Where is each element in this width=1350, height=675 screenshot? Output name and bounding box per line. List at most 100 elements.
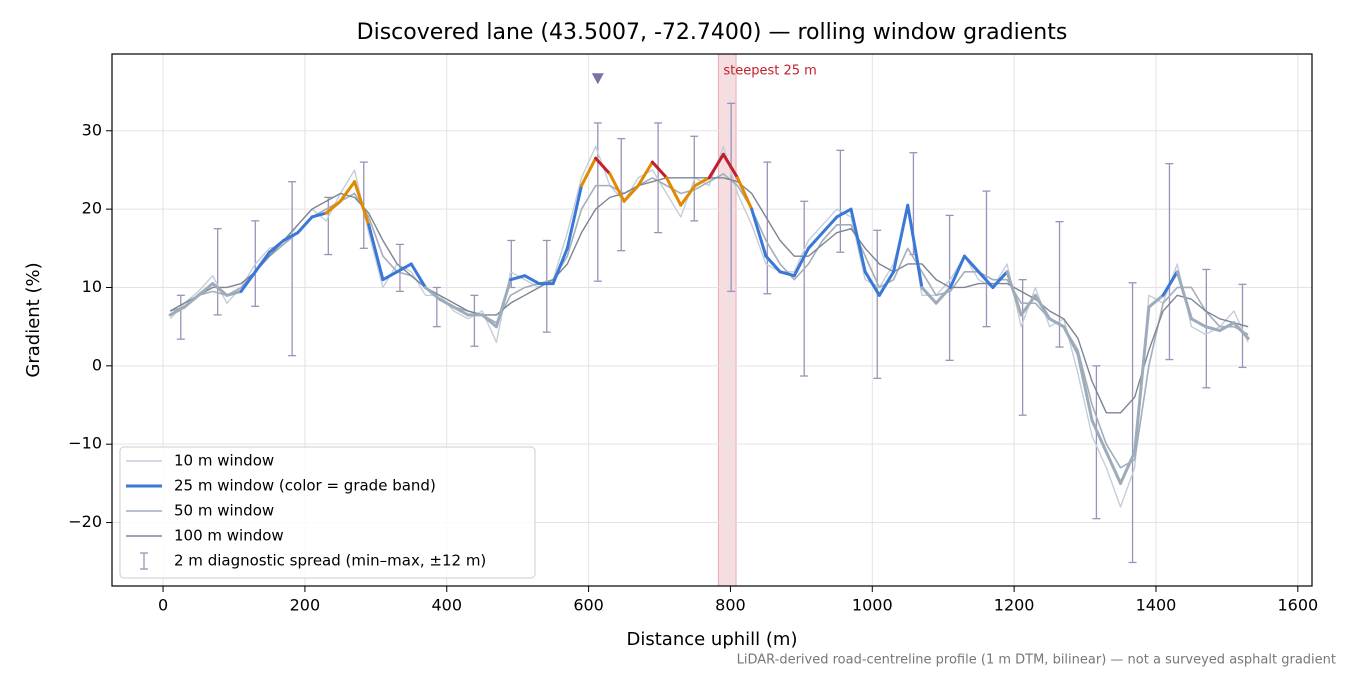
line-segment: [977, 270, 995, 289]
line-segment: [395, 262, 413, 274]
footnote: LiDAR-derived road-centreline profile (1…: [737, 653, 1336, 668]
line-segment: [721, 152, 740, 180]
line-series: [169, 177, 1249, 414]
line-segment: [310, 211, 328, 219]
line-segment: [806, 231, 825, 250]
line-segment: [1005, 270, 1023, 317]
line-segment: [523, 274, 541, 286]
line-segment: [991, 270, 1009, 289]
line-segment: [494, 278, 513, 329]
line-segment: [253, 250, 271, 274]
line-segment: [267, 238, 286, 254]
line-segment: [1048, 317, 1066, 329]
line-segment: [580, 156, 598, 188]
line-segment: [367, 223, 385, 282]
line-segment: [551, 246, 569, 286]
line-segment: [736, 176, 754, 211]
line-segment: [650, 160, 669, 180]
y-tick-label: 20: [82, 199, 102, 218]
line-segment: [1218, 321, 1236, 333]
line-segment: [679, 184, 697, 207]
line-segment: [821, 215, 839, 235]
line-segment: [1175, 270, 1193, 321]
legend-label: 100 m window: [174, 527, 284, 545]
legend-label: 2 m diagnostic spread (min–max, ±12 m): [174, 552, 486, 570]
legend-label: 10 m window: [174, 452, 274, 470]
line-segment: [1147, 293, 1165, 309]
y-axis-label: Gradient (%): [23, 262, 44, 377]
line-segment: [438, 297, 456, 309]
line-segment: [665, 176, 683, 207]
line-segment: [906, 203, 924, 289]
x-tick-label: 200: [290, 596, 321, 615]
y-tick-label: 0: [92, 355, 102, 374]
line-segment: [962, 254, 981, 274]
legend-label: 50 m window: [174, 502, 274, 520]
x-axis-label: Distance uphill (m): [627, 629, 798, 650]
line-segment: [324, 199, 342, 215]
line-segment: [849, 207, 867, 274]
line-segment: [480, 313, 498, 329]
line-segment: [338, 180, 357, 203]
line-segment: [168, 305, 186, 317]
line-segment: [707, 152, 725, 180]
line-segment: [565, 184, 584, 250]
x-tick-label: 1400: [1136, 596, 1177, 615]
line-series: [169, 173, 1249, 469]
line-segment: [1090, 419, 1108, 454]
line-segment: [594, 156, 612, 176]
x-tick-label: 800: [715, 596, 746, 615]
line-segment: [211, 282, 229, 297]
line-segment: [764, 254, 782, 274]
highlight-band: [717, 53, 737, 587]
line-segment: [353, 180, 371, 227]
x-tick-label: 400: [431, 596, 462, 615]
line-segment: [877, 270, 896, 297]
line-segment: [778, 270, 796, 278]
line-segment: [1104, 450, 1123, 485]
line-segment: [1062, 325, 1080, 356]
line-segment: [792, 246, 810, 278]
y-tick-label: −10: [68, 434, 102, 453]
x-tick-label: 0: [158, 596, 168, 615]
line-segment: [863, 270, 881, 297]
line-segment: [182, 293, 201, 309]
line-segment: [239, 270, 257, 293]
line-segment: [622, 184, 640, 203]
chart-title: Discovered lane (43.5007, -72.7400) — ro…: [357, 20, 1068, 45]
line-segment: [225, 289, 243, 297]
line-segment: [934, 285, 952, 305]
line-segment: [608, 172, 626, 203]
line-segment: [636, 160, 654, 188]
x-tick-label: 600: [573, 596, 604, 615]
line-segment: [282, 231, 300, 242]
line-segment: [296, 215, 314, 235]
y-tick-label: −20: [68, 512, 102, 531]
line-segment: [381, 270, 399, 282]
line-segment: [509, 274, 527, 282]
line-segment: [197, 282, 215, 297]
legend-box: [119, 446, 536, 579]
line-segment: [1189, 317, 1208, 329]
line-segment: [1019, 293, 1037, 317]
line-segment: [892, 203, 910, 274]
line-segment: [1232, 321, 1250, 340]
line-segment: [409, 262, 427, 289]
line-segment: [423, 285, 442, 301]
line-segment: [1119, 450, 1137, 485]
y-tick-label: 10: [82, 277, 102, 296]
line-segment: [1204, 325, 1222, 333]
x-tick-label: 1200: [994, 596, 1035, 615]
line-segment: [948, 254, 966, 289]
peak-marker: [591, 73, 604, 85]
line-segment: [1076, 352, 1094, 423]
line-segment: [920, 285, 938, 305]
line-segment: [452, 305, 470, 317]
legend-label: 25 m window (color = grade band): [174, 477, 436, 495]
line-segment: [693, 176, 711, 188]
line-segment: [1133, 305, 1151, 454]
line-segment: [750, 207, 768, 258]
plot-frame: [111, 53, 1313, 587]
highlight-label: steepest 25 m: [723, 64, 816, 79]
